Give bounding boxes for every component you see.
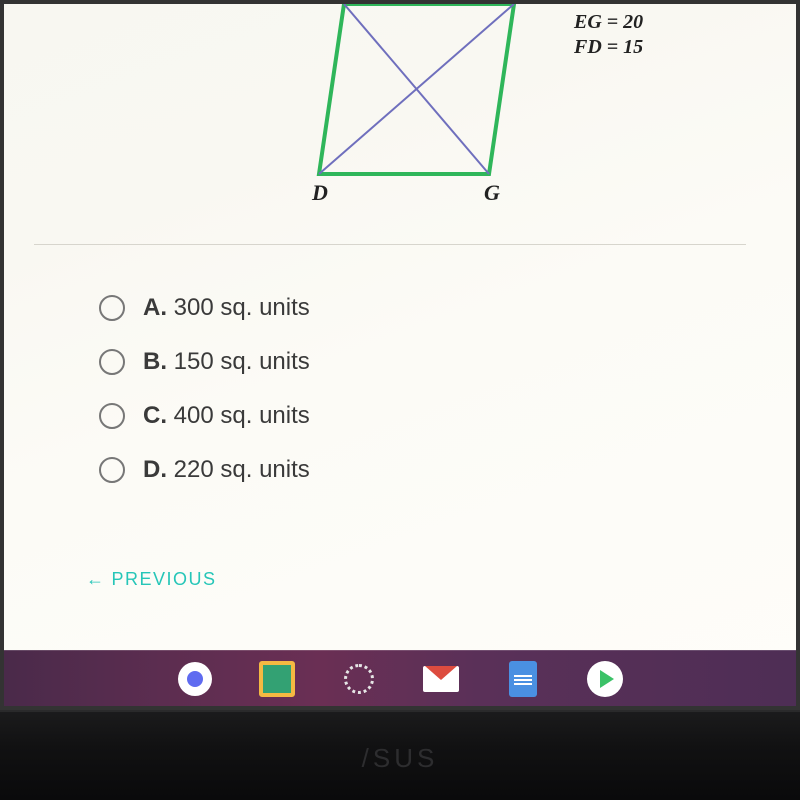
laptop-brand-logo: /SUS	[315, 738, 485, 778]
answer-text: D. 220 sq. units	[143, 456, 310, 484]
screen: D G EG = 20 FD = 15 A. 300 sq. units B. …	[4, 4, 796, 706]
taskbar	[4, 650, 796, 706]
answer-list: A. 300 sq. units B. 150 sq. units C. 400…	[99, 294, 310, 484]
vertex-label-D: D	[312, 180, 328, 206]
given-line-2: FD = 15	[574, 35, 643, 60]
previous-button[interactable]: ← PREVIOUS	[86, 569, 217, 590]
chrome-icon[interactable]	[177, 661, 213, 697]
rhombus-diagram: D G	[314, 4, 554, 214]
monitor-frame: D G EG = 20 FD = 15 A. 300 sq. units B. …	[0, 0, 800, 710]
answer-option-A[interactable]: A. 300 sq. units	[99, 294, 310, 322]
radio-icon	[99, 403, 125, 429]
vertex-label-G: G	[484, 180, 500, 206]
radio-icon	[99, 295, 125, 321]
loading-spinner-icon[interactable]	[341, 661, 377, 697]
docs-icon[interactable]	[505, 661, 541, 697]
given-info: EG = 20 FD = 15	[574, 10, 643, 60]
given-line-1: EG = 20	[574, 10, 643, 35]
radio-icon	[99, 457, 125, 483]
answer-text: B. 150 sq. units	[143, 348, 310, 376]
previous-label: PREVIOUS	[112, 569, 217, 590]
answer-option-C[interactable]: C. 400 sq. units	[99, 402, 310, 430]
answer-text: C. 400 sq. units	[143, 402, 310, 430]
play-store-icon[interactable]	[587, 661, 623, 697]
laptop-bezel: /SUS	[0, 710, 800, 800]
answer-text: A. 300 sq. units	[143, 294, 310, 322]
arrow-left-icon: ←	[86, 569, 106, 590]
radio-icon	[99, 349, 125, 375]
diagram-svg	[314, 4, 554, 214]
divider	[34, 244, 746, 245]
gmail-icon[interactable]	[423, 661, 459, 697]
answer-option-B[interactable]: B. 150 sq. units	[99, 348, 310, 376]
quiz-content: D G EG = 20 FD = 15 A. 300 sq. units B. …	[4, 4, 796, 650]
classroom-icon[interactable]	[259, 661, 295, 697]
answer-option-D[interactable]: D. 220 sq. units	[99, 456, 310, 484]
